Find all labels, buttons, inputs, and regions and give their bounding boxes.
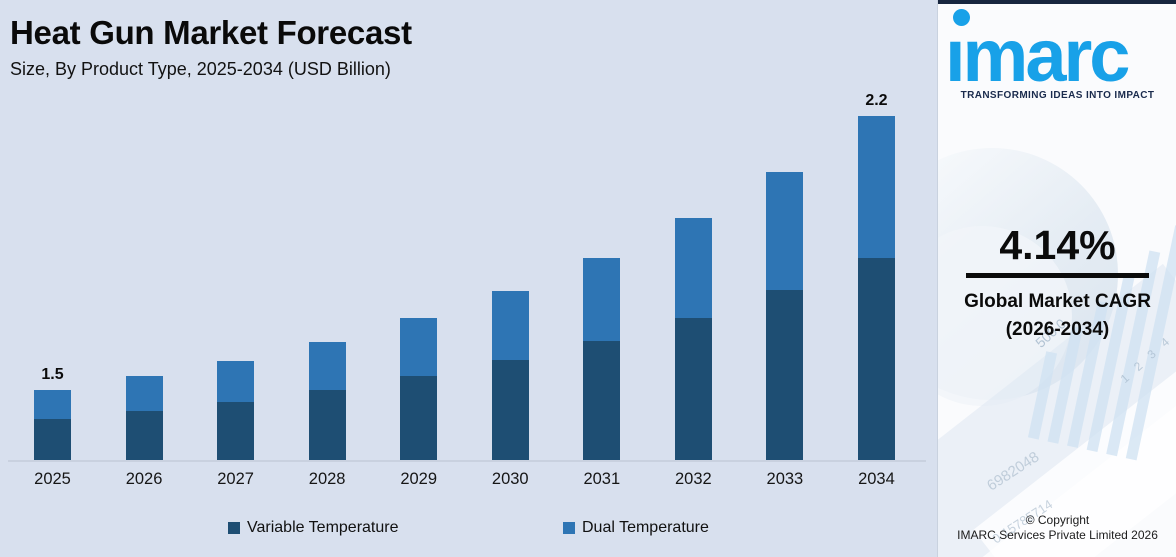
x-axis-label-2032: 2032 [674, 470, 712, 488]
x-axis-label-2030: 2030 [491, 470, 529, 488]
cagr-underline [966, 273, 1149, 278]
bar-2026-dual-temperature [125, 376, 163, 411]
logo-wordmark: ımarc [945, 14, 1130, 97]
cagr-block: 4.14% Global Market CAGR (2026-2034) [938, 224, 1176, 344]
page-subtitle: Size, By Product Type, 2025-2034 (USD Bi… [10, 59, 391, 79]
page-title: Heat Gun Market Forecast [10, 14, 412, 51]
bar-chart: 2025 1.5 2026 2027 2028 2029 2030 2031 2032 2033 2… [8, 92, 926, 488]
bar-2030-variable-temperature [491, 360, 529, 460]
data-label-2034: 2.2 [865, 92, 888, 109]
x-axis-label-2033: 2033 [766, 470, 804, 488]
bar-2033-variable-temperature [766, 290, 804, 460]
x-axis-label-2028: 2028 [308, 470, 346, 488]
x-axis-label-2029: 2029 [400, 470, 438, 488]
bar-2028-dual-temperature [308, 342, 346, 390]
bar-2026-variable-temperature [125, 411, 163, 460]
legend-label-variable-temperature: Variable Temperature [247, 519, 399, 536]
bar-2031-variable-temperature [583, 341, 621, 460]
cagr-label-line2: (2026-2034) [1005, 319, 1110, 340]
legend-item-dual-temperature: Dual Temperature [563, 519, 709, 537]
panel-top-strip [938, 0, 1176, 4]
data-label-2025: 1.5 [41, 366, 64, 383]
bar-2029-variable-temperature [400, 376, 438, 460]
x-axis-label-2034: 2034 [858, 470, 895, 488]
logo-tagline: TRANSFORMING IDEAS INTO IMPACT [960, 90, 1155, 101]
copyright-line2: IMARC Services Private Limited 2026 [957, 528, 1158, 542]
chart-pane: Heat Gun Market Forecast Size, By Produc… [8, 14, 926, 537]
x-axis-label-2027: 2027 [217, 470, 254, 488]
bar-2028-variable-temperature [308, 390, 346, 460]
logo-dot-icon [953, 9, 970, 26]
x-axis-label-2026: 2026 [125, 470, 163, 488]
x-axis-label-2025: 2025 [34, 470, 71, 488]
copyright-line1: © Copyright [1025, 513, 1090, 527]
cagr-label-line1: Global Market CAGR [964, 291, 1151, 312]
bar-2034-dual-temperature [857, 116, 895, 258]
bar-2032-variable-temperature [674, 318, 712, 460]
copyright: © Copyright IMARC Services Private Limit… [938, 513, 1176, 543]
bar-2033-dual-temperature [766, 172, 804, 290]
x-axis-label-2031: 2031 [583, 470, 621, 488]
bar-2030-dual-temperature [491, 291, 529, 360]
bar-2027-dual-temperature [217, 361, 255, 402]
legend-item-variable-temperature: Variable Temperature [228, 519, 399, 537]
x-axis-line [8, 460, 926, 462]
bar-2025-variable-temperature [34, 419, 71, 460]
bar-2025-dual-temperature [34, 390, 71, 419]
bar-2029-dual-temperature [400, 318, 438, 376]
brand-panel: 500.0 1 2 3 4 6982048 0.15785714 ımarc T… [937, 0, 1176, 557]
legend-label-dual-temperature: Dual Temperature [582, 519, 709, 536]
legend-swatch-variable-temperature [228, 522, 240, 534]
legend-swatch-dual-temperature [563, 522, 575, 534]
bar-2034-variable-temperature [857, 258, 895, 460]
cagr-value: 4.14% [999, 222, 1116, 268]
bar-2027-variable-temperature [217, 402, 255, 460]
bar-2031-dual-temperature [583, 258, 621, 341]
bar-2032-dual-temperature [674, 218, 712, 318]
